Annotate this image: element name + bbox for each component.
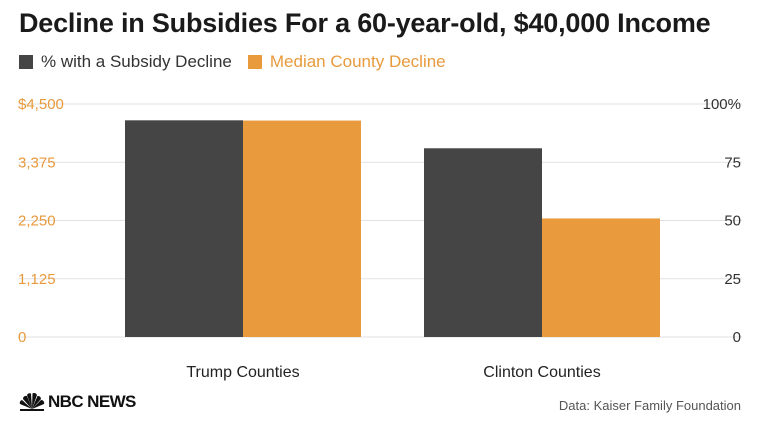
category-label: Trump Counties <box>186 364 299 381</box>
legend-item-median-decline: Median County Decline <box>247 52 446 72</box>
legend-label-subsidy-decline-pct: % with a Subsidy Decline <box>41 52 232 71</box>
logo-text: NBC NEWS <box>48 392 136 411</box>
right-axis-tick-label: 75 <box>724 154 741 171</box>
source-note: Data: Kaiser Family Foundation <box>558 398 741 413</box>
legend-swatch-dark <box>19 55 33 69</box>
left-axis-tick-label: 2,250 <box>18 213 56 230</box>
left-axis-tick-label: $4,500 <box>18 96 64 113</box>
right-axis-tick-label: 100% <box>703 96 741 113</box>
right-axis-tick-label: 50 <box>724 213 741 230</box>
legend-swatch-orange <box>247 55 262 69</box>
category-label: Clinton Counties <box>483 364 600 381</box>
left-axis-tick-label: 1,125 <box>18 271 56 288</box>
legend: % with a Subsidy Decline Median County D… <box>19 52 462 72</box>
chart-title: Decline in Subsidies For a 60-year-old, … <box>19 8 711 38</box>
bar-subsidy-decline-pct <box>125 120 243 337</box>
bar-median-decline <box>542 218 660 337</box>
left-axis-tick-label: 3,375 <box>18 154 56 171</box>
legend-item-subsidy-decline-pct: % with a Subsidy Decline <box>19 52 232 72</box>
bar-median-decline <box>243 120 361 338</box>
bar-subsidy-decline-pct <box>424 148 542 337</box>
nbc-news-logo: NBC NEWS <box>19 392 136 412</box>
peacock-icon <box>19 393 45 411</box>
legend-label-median-decline: Median County Decline <box>269 52 446 71</box>
right-axis-tick-label: 25 <box>724 271 741 288</box>
right-axis-tick-label: 0 <box>733 329 741 346</box>
left-axis-tick-label: 0 <box>18 329 26 346</box>
